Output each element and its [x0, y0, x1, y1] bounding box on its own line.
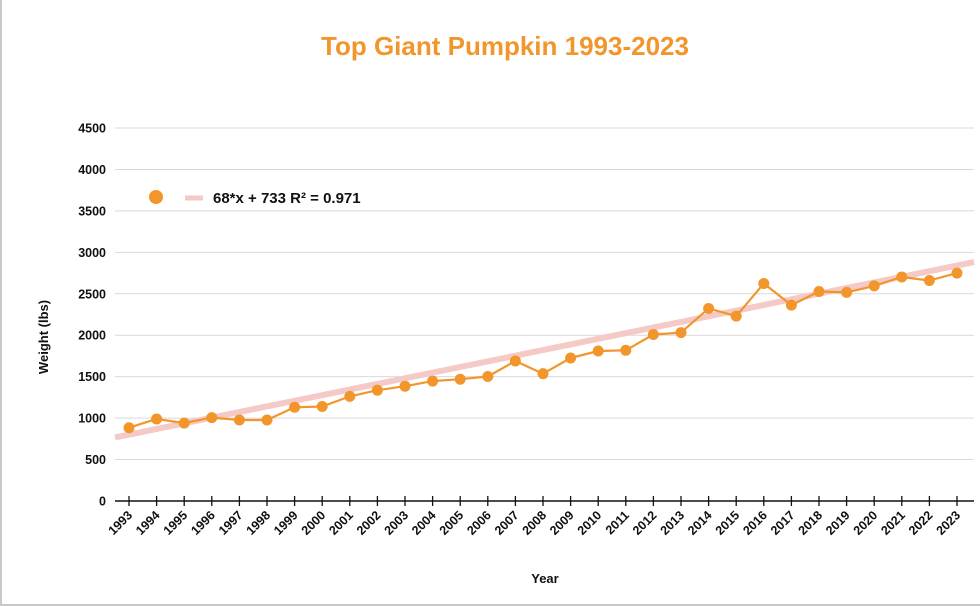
x-tick-label: 1997 — [216, 508, 246, 538]
y-tick-label: 500 — [85, 453, 106, 467]
legend: 68*x + 733 R² = 0.971 — [149, 190, 361, 207]
chart-title: Top Giant Pumpkin 1993-2023 — [321, 31, 689, 61]
legend-trendline-label: 68*x + 733 R² = 0.971 — [213, 190, 361, 207]
data-point — [758, 277, 770, 289]
x-tick-label: 2018 — [796, 508, 826, 538]
x-tick-label: 1996 — [188, 508, 218, 538]
x-tick-label: 2011 — [603, 508, 632, 537]
x-tick-label: 2010 — [575, 508, 605, 538]
y-tick-label: 1500 — [78, 370, 106, 384]
x-axis-title: Year — [531, 571, 558, 586]
y-tick-label: 0 — [99, 495, 106, 509]
data-point — [427, 375, 439, 387]
x-tick-label: 2004 — [409, 508, 439, 538]
data-point — [261, 414, 273, 426]
data-point — [592, 345, 604, 357]
data-point — [896, 271, 908, 283]
x-tick-label: 2000 — [299, 508, 329, 538]
data-point — [841, 286, 853, 298]
data-point — [537, 368, 549, 380]
x-tick-label: 2005 — [437, 508, 467, 538]
x-tick-label: 2017 — [768, 508, 798, 538]
y-tick-label: 1000 — [78, 412, 106, 426]
data-point — [454, 373, 466, 385]
x-tick-label: 1995 — [161, 508, 191, 538]
x-tick-label: 2020 — [851, 508, 881, 538]
x-tick-label: 2019 — [823, 508, 853, 538]
data-point — [703, 302, 715, 314]
x-tick-label: 2022 — [906, 508, 936, 538]
data-point — [620, 344, 632, 356]
x-tick-label: 2016 — [740, 508, 770, 538]
data-point — [316, 401, 328, 413]
data-point — [178, 417, 190, 429]
data-point — [206, 412, 218, 424]
x-tick-label: 2001 — [326, 508, 356, 538]
x-tick-label: 2009 — [547, 508, 577, 538]
x-tick-label: 2021 — [878, 508, 908, 538]
x-tick-label: 2003 — [382, 508, 412, 538]
data-point — [951, 267, 963, 279]
x-tick-label: 2007 — [492, 508, 522, 538]
x-tick-label: 1993 — [106, 508, 136, 538]
y-tick-label: 3500 — [78, 204, 106, 218]
x-tick-label: 1994 — [133, 508, 163, 538]
x-tick-label: 2013 — [658, 508, 688, 538]
data-point — [923, 275, 935, 287]
y-tick-label: 2000 — [78, 329, 106, 343]
data-point — [399, 380, 411, 392]
y-axis-title: Weight (lbs) — [36, 300, 51, 374]
y-tick-label: 4000 — [78, 163, 106, 177]
y-tick-label: 3000 — [78, 246, 106, 260]
data-point — [371, 384, 383, 396]
x-tick-label: 2015 — [713, 508, 743, 538]
x-tick-label: 2023 — [934, 508, 964, 538]
y-tick-label: 2500 — [78, 287, 106, 301]
data-point — [509, 355, 521, 367]
series-layer — [123, 267, 963, 434]
data-point — [813, 285, 825, 297]
y-tick-label: 4500 — [78, 122, 106, 136]
x-tick-label: 2002 — [354, 508, 384, 538]
gridlines — [115, 127, 974, 461]
data-point — [123, 422, 135, 434]
x-tick-label: 2012 — [630, 508, 660, 538]
data-point — [785, 299, 797, 311]
data-point — [233, 414, 245, 426]
data-point — [151, 413, 163, 425]
data-point — [565, 352, 577, 364]
axes: 0 500 1000 1500 2000 2500 3000 3500 4000 4500 1993… — [78, 122, 974, 538]
x-tick-label: 2006 — [464, 508, 494, 538]
data-point — [482, 371, 494, 383]
data-point — [868, 280, 880, 292]
data-point — [675, 327, 687, 339]
x-tick-label: 2014 — [685, 508, 715, 538]
data-point — [730, 310, 742, 322]
x-tick-label: 2008 — [520, 508, 550, 538]
data-point — [647, 328, 659, 340]
data-point — [289, 401, 301, 413]
x-tick-label: 1998 — [244, 508, 274, 538]
x-tick-label: 1999 — [271, 508, 301, 538]
legend-series-marker — [149, 190, 163, 204]
data-point — [344, 390, 356, 402]
